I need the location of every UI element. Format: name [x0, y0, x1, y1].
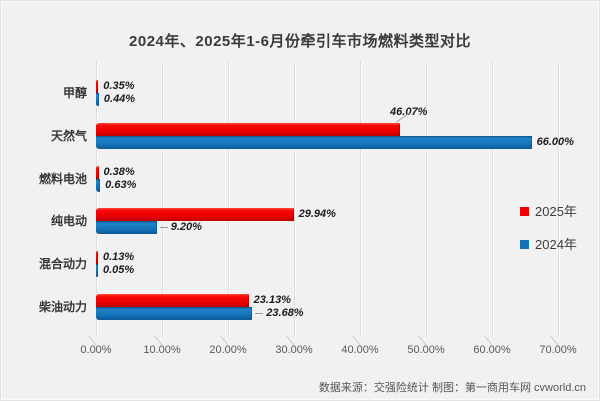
bar-2024年-燃料电池 — [96, 178, 101, 192]
data-label: 0.05% — [103, 264, 135, 277]
data-label: 66.00% — [536, 135, 574, 148]
gridline-highlight — [295, 61, 296, 337]
data-label: 0.44% — [103, 93, 136, 105]
gridline — [426, 61, 427, 337]
legend-item-2025年: 2025年 — [520, 205, 577, 218]
category-label: 燃料电池 — [38, 171, 87, 186]
label-leader-dash — [159, 227, 168, 229]
bar-2025年-柴油动力 — [96, 294, 249, 307]
source-credit-text: 数据来源：交强险统计 制图：第一商用车网 cvworld.cn — [318, 382, 586, 394]
category-label: 甲醇 — [62, 86, 87, 100]
chart-title: 2024年、2025年1-6月份牵引车市场燃料类型对比 — [129, 33, 471, 50]
data-label: 9.20% — [170, 221, 202, 234]
data-label: 23.13% — [253, 294, 291, 306]
gridline-highlight — [427, 61, 428, 337]
category-label: 天然气 — [50, 128, 87, 143]
gridline-highlight — [559, 61, 560, 337]
category-label: 纯电动 — [50, 214, 87, 229]
data-label: 0.13% — [103, 251, 135, 264]
data-label: 29.94% — [298, 208, 336, 221]
legend-label: 2025年 — [535, 204, 577, 219]
legend-swatch-icon — [520, 207, 529, 216]
gridline — [360, 61, 361, 337]
data-label: 0.35% — [103, 80, 135, 92]
bar-2024年-天然气 — [96, 135, 532, 149]
x-axis-tick-label: 20.00% — [209, 344, 247, 356]
x-axis-tick-label: 60.00% — [473, 344, 511, 356]
gridline-highlight — [97, 61, 98, 337]
gridline — [96, 61, 97, 337]
category-label: 混合动力 — [38, 257, 87, 272]
gridline-highlight — [361, 61, 362, 337]
data-label: 46.07% — [390, 106, 427, 119]
bar-2025年-天然气 — [96, 122, 401, 136]
gridline-highlight — [163, 61, 164, 337]
category-label: 柴油动力 — [38, 300, 87, 314]
x-axis-tick-label: 50.00% — [407, 344, 445, 356]
x-axis-tick-label: 0.00% — [80, 344, 112, 356]
x-axis-tick-label: 70.00% — [539, 344, 577, 356]
gridline — [492, 61, 493, 337]
gridline-highlight — [493, 61, 494, 337]
data-label: 0.63% — [105, 178, 137, 191]
legend-swatch-icon — [520, 240, 529, 249]
bar-2024年-甲醇 — [96, 93, 99, 106]
gridline-highlight — [229, 61, 230, 337]
label-leader-dash — [255, 313, 264, 314]
data-label: 0.38% — [103, 165, 135, 178]
bar-2025年-纯电动 — [96, 208, 294, 222]
data-label: 23.68% — [266, 307, 304, 319]
bar-2024年-纯电动 — [96, 221, 157, 235]
bar-2025年-燃料电池 — [96, 165, 99, 179]
legend-label: 2024年 — [535, 237, 577, 252]
bar-2024年-混合动力 — [96, 264, 98, 278]
gridline — [558, 61, 559, 337]
chart-legend: 2025年 2024年 — [520, 205, 577, 271]
x-axis-tick-label: 10.00% — [143, 344, 181, 356]
bar-2025年-甲醇 — [96, 80, 99, 93]
gridline — [294, 61, 295, 337]
bar-2024年-柴油动力 — [96, 307, 253, 320]
bar-2025年-混合动力 — [96, 251, 98, 265]
gridline — [228, 61, 229, 337]
gridline — [162, 61, 163, 337]
x-axis-tick-label: 40.00% — [341, 344, 379, 356]
x-axis-tick-label: 30.00% — [275, 344, 313, 356]
legend-item-2024年: 2024年 — [520, 238, 577, 251]
